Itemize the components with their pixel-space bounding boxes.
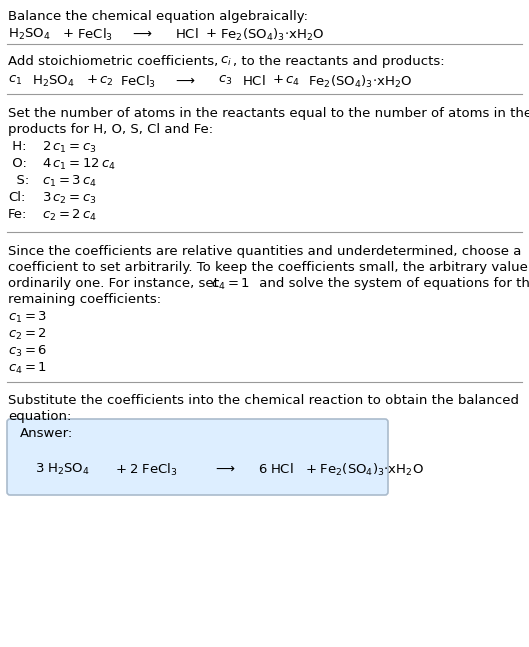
Text: $\longrightarrow$: $\longrightarrow$ xyxy=(173,74,196,87)
Text: $c_4 = 1$: $c_4 = 1$ xyxy=(211,277,250,292)
FancyBboxPatch shape xyxy=(7,419,388,495)
Text: $+\,c_2$: $+\,c_2$ xyxy=(86,74,113,88)
Text: and solve the system of equations for the: and solve the system of equations for th… xyxy=(255,277,529,290)
Text: $+\;\mathregular{Fe_2(SO_4)_3{\cdot}xH_2O}$: $+\;\mathregular{Fe_2(SO_4)_3{\cdot}xH_2… xyxy=(305,462,424,478)
Text: $+\,c_4$: $+\,c_4$ xyxy=(272,74,300,88)
Text: O:: O: xyxy=(8,157,27,170)
Text: equation:: equation: xyxy=(8,410,71,423)
Text: $3\;\mathregular{H_2SO_4}$: $3\;\mathregular{H_2SO_4}$ xyxy=(35,462,89,477)
Text: $2\,c_1 = c_3$: $2\,c_1 = c_3$ xyxy=(42,140,97,155)
Text: H:: H: xyxy=(8,140,26,153)
Text: $c_2 = 2$: $c_2 = 2$ xyxy=(8,327,47,342)
Text: $\mathregular{FeCl_3}$: $\mathregular{FeCl_3}$ xyxy=(120,74,156,90)
Text: $\mathregular{HCl}$: $\mathregular{HCl}$ xyxy=(242,74,266,88)
Text: remaining coefficients:: remaining coefficients: xyxy=(8,293,161,306)
Text: Since the coefficients are relative quantities and underdetermined, choose a: Since the coefficients are relative quan… xyxy=(8,245,522,258)
Text: $c_1 = 3\,c_4$: $c_1 = 3\,c_4$ xyxy=(42,174,97,189)
Text: $\mathregular{H_2SO_4}$: $\mathregular{H_2SO_4}$ xyxy=(32,74,75,89)
Text: Cl:: Cl: xyxy=(8,191,25,204)
Text: $c_4 = 1$: $c_4 = 1$ xyxy=(8,361,47,376)
Text: $3\,c_2 = c_3$: $3\,c_2 = c_3$ xyxy=(42,191,97,206)
Text: Balance the chemical equation algebraically:: Balance the chemical equation algebraica… xyxy=(8,10,308,23)
Text: $c_3$: $c_3$ xyxy=(218,74,232,87)
Text: $\mathregular{FeCl_3}$: $\mathregular{FeCl_3}$ xyxy=(77,27,113,43)
Text: $\mathregular{Fe_2(SO_4)_3{\cdot}xH_2O}$: $\mathregular{Fe_2(SO_4)_3{\cdot}xH_2O}$ xyxy=(308,74,412,90)
Text: coefficient to set arbitrarily. To keep the coefficients small, the arbitrary va: coefficient to set arbitrarily. To keep … xyxy=(8,261,529,274)
Text: $4\,c_1 = 12\,c_4$: $4\,c_1 = 12\,c_4$ xyxy=(42,157,116,172)
Text: $\mathregular{Fe_2(SO_4)_3{\cdot}xH_2O}$: $\mathregular{Fe_2(SO_4)_3{\cdot}xH_2O}$ xyxy=(220,27,324,43)
Text: Add stoichiometric coefficients,: Add stoichiometric coefficients, xyxy=(8,55,223,68)
Text: $\longrightarrow$: $\longrightarrow$ xyxy=(213,462,236,475)
Text: $c_3 = 6$: $c_3 = 6$ xyxy=(8,344,47,359)
Text: $6\;\mathregular{HCl}$: $6\;\mathregular{HCl}$ xyxy=(258,462,294,476)
Text: products for H, O, S, Cl and Fe:: products for H, O, S, Cl and Fe: xyxy=(8,123,213,136)
Text: S:: S: xyxy=(8,174,29,187)
Text: $c_1 = 3$: $c_1 = 3$ xyxy=(8,310,47,325)
Text: , to the reactants and products:: , to the reactants and products: xyxy=(233,55,445,68)
Text: $c_2 = 2\,c_4$: $c_2 = 2\,c_4$ xyxy=(42,208,97,223)
Text: $+\;2\;\mathregular{FeCl_3}$: $+\;2\;\mathregular{FeCl_3}$ xyxy=(115,462,178,478)
Text: $c_1$: $c_1$ xyxy=(8,74,22,87)
Text: Substitute the coefficients into the chemical reaction to obtain the balanced: Substitute the coefficients into the che… xyxy=(8,394,519,407)
Text: $+$: $+$ xyxy=(62,27,74,40)
Text: Answer:: Answer: xyxy=(20,427,73,440)
Text: $+$: $+$ xyxy=(205,27,216,40)
Text: ordinarily one. For instance, set: ordinarily one. For instance, set xyxy=(8,277,223,290)
Text: Fe:: Fe: xyxy=(8,208,28,221)
Text: $\longrightarrow$: $\longrightarrow$ xyxy=(130,27,153,40)
Text: $c_i$: $c_i$ xyxy=(220,55,232,68)
Text: Set the number of atoms in the reactants equal to the number of atoms in the: Set the number of atoms in the reactants… xyxy=(8,107,529,120)
Text: $\mathregular{H_2SO_4}$: $\mathregular{H_2SO_4}$ xyxy=(8,27,51,42)
Text: $\mathregular{HCl}$: $\mathregular{HCl}$ xyxy=(175,27,199,41)
